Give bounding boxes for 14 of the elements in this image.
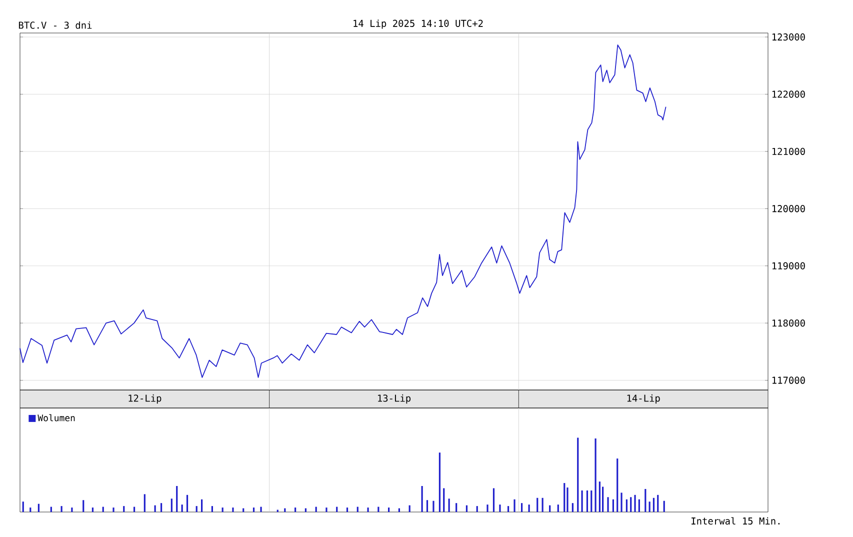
legend-label: Wolumen [38,414,75,422]
x-tick-label: 13-Lip [378,394,411,404]
y-tick-label: 122000 [772,90,805,98]
y-tick-label: 119000 [772,262,805,270]
chart-subtitle: 14 Lip 2025 14:10 UTC+2 [354,20,483,29]
y-tick-label: 117000 [772,376,805,384]
y-tick-label: 123000 [772,33,805,41]
x-tick-label: 12-Lip [128,394,162,404]
y-tick-label: 121000 [772,148,805,156]
x-tick-label: 14-Lip [627,394,660,404]
text: Interwal 15 Min. [692,517,780,525]
y-tick-label: 118000 [772,319,805,327]
y-tick-label: 120000 [772,205,805,212]
chart-title: BTC.V - 3 dni [18,21,92,29]
